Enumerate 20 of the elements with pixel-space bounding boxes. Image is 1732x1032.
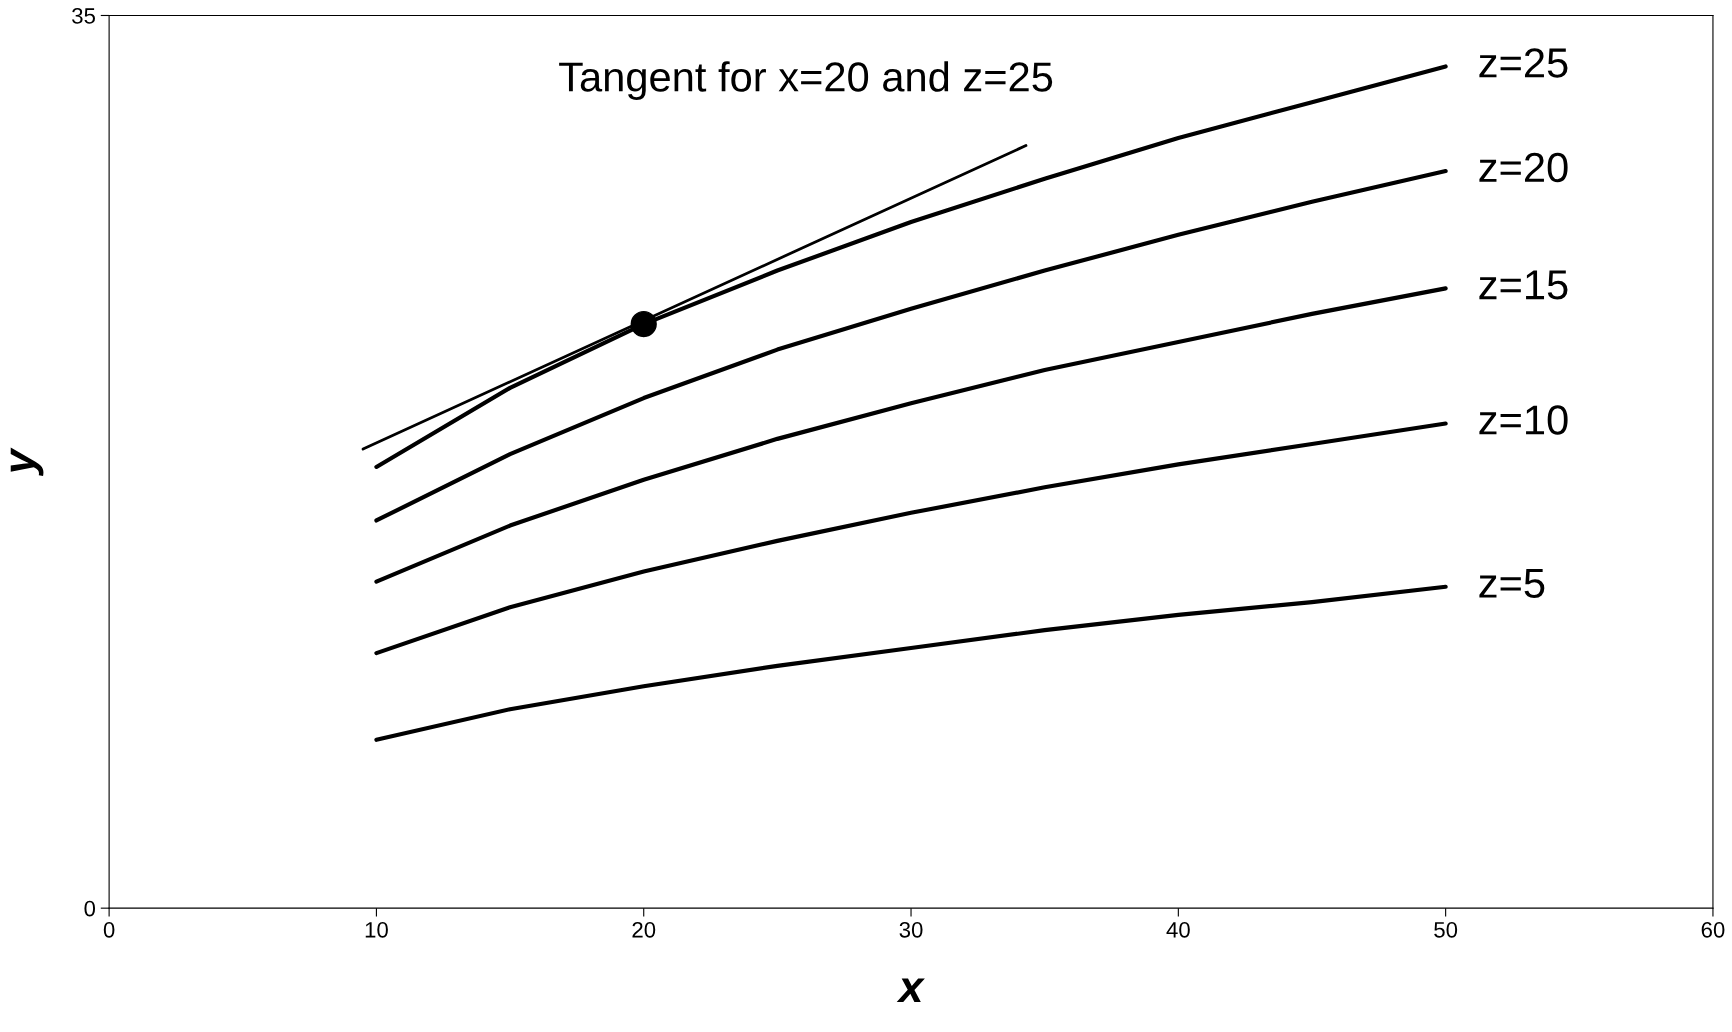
x-tick-label: 60 <box>1701 921 1725 938</box>
x-tick-label: 20 <box>632 921 656 938</box>
x-tick-label: 50 <box>1434 921 1458 938</box>
x-axis-title: x <box>896 978 925 1003</box>
x-tick-label: 10 <box>365 921 388 938</box>
series-label: z=10 <box>1479 405 1568 435</box>
line-series <box>374 286 1448 584</box>
y-tick-label: 35 <box>72 8 95 24</box>
line-series <box>374 168 1448 523</box>
x-tick-label: 0 <box>103 921 115 938</box>
annotation: Tangent for x=20 and z=25 <box>559 61 1053 100</box>
x-tick-label: 40 <box>1166 921 1190 938</box>
line-series <box>374 421 1448 656</box>
series-label: z=15 <box>1479 270 1568 300</box>
series-label: z=20 <box>1479 152 1568 183</box>
y-axis-title: y <box>10 447 44 477</box>
series-label: z=5 <box>1479 568 1545 598</box>
x-tick-label: 30 <box>899 921 923 938</box>
line-series <box>374 584 1448 742</box>
series-label: z=25 <box>1479 48 1568 78</box>
